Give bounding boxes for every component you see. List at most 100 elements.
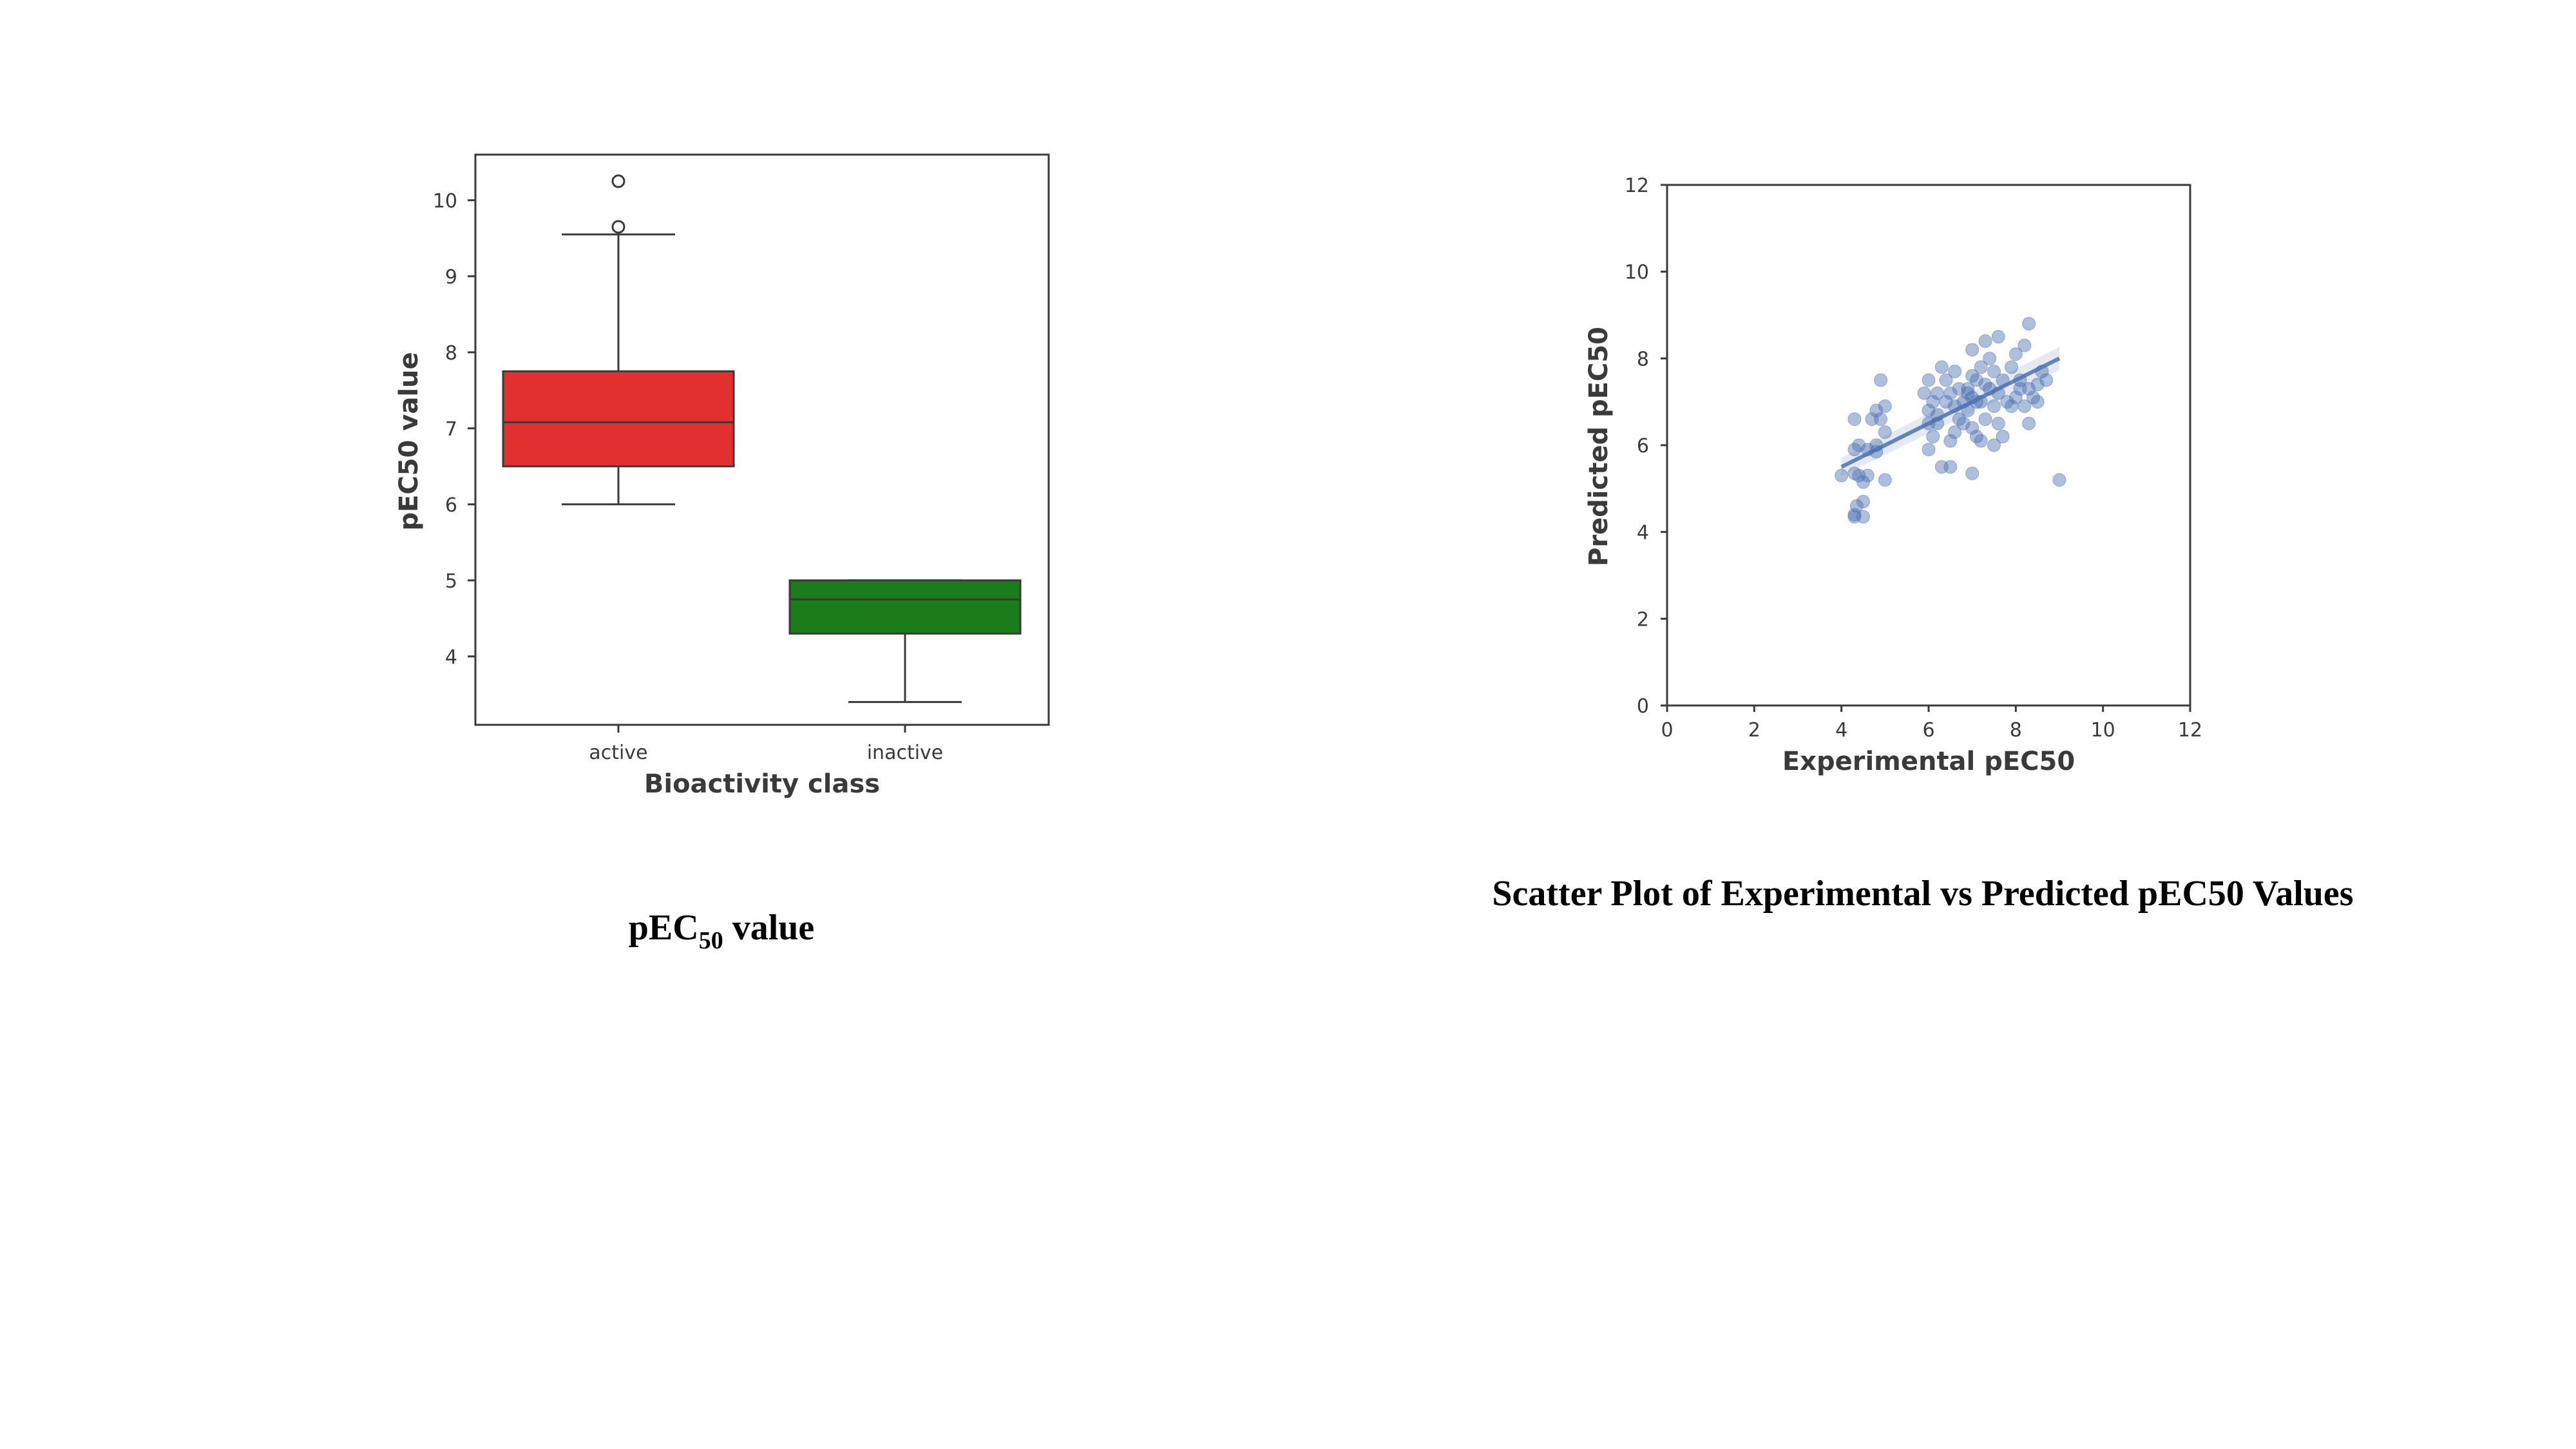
scatter-point <box>1878 399 1892 413</box>
scatter-point <box>1961 386 1975 400</box>
boxplot-y-tick-label: 10 <box>433 190 457 213</box>
scatter-x-tick-label: 10 <box>2091 719 2115 742</box>
scatter-point <box>1874 412 1888 427</box>
scatter-x-tick-label: 0 <box>1661 719 1673 742</box>
scatter-point <box>1965 343 1980 357</box>
scatter-point <box>1939 395 1953 409</box>
boxplot-y-tick-label: 4 <box>445 646 457 669</box>
boxplot-y-tick-label: 8 <box>445 342 457 365</box>
scatter-point <box>1869 403 1884 417</box>
scatter-point <box>1943 434 1958 448</box>
scatter-point <box>1878 473 1892 487</box>
scatter-y-tick-label: 10 <box>1625 262 1649 284</box>
scatter-point <box>1965 421 1980 435</box>
scatter-point <box>1983 351 1997 365</box>
boxplot-y-ticks: 4 5 6 7 8 9 10 <box>433 190 475 669</box>
boxplot-y-tick-label: 6 <box>445 494 457 517</box>
scatter-points <box>1835 316 2066 524</box>
boxplot-y-tick-label: 9 <box>445 266 457 289</box>
scatter-point <box>1874 373 1888 387</box>
scatter-point <box>1852 438 1866 452</box>
scatter-point <box>1974 434 1988 448</box>
scatter-point <box>1948 425 1962 439</box>
boxplot-y-tick-label: 5 <box>445 570 457 593</box>
scatter-point <box>1856 510 1870 524</box>
scatter-regression <box>1840 347 2061 476</box>
boxplot-outlier <box>611 174 625 188</box>
scatter-point <box>1849 499 1864 513</box>
scatter-point <box>1965 466 1980 481</box>
scatter-point <box>1847 466 1862 481</box>
scatter-point <box>2013 381 2027 396</box>
left-caption: pEC50 value <box>629 908 815 954</box>
scatter-y-tick-label: 6 <box>1637 435 1649 457</box>
scatter-point <box>1926 430 1940 444</box>
scatter-y-tick-label: 0 <box>1637 695 1649 718</box>
right-caption: Scatter Plot of Experimental vs Predicte… <box>1492 874 2353 914</box>
scatter-point <box>1922 443 1936 457</box>
scatter-point <box>2022 416 2036 430</box>
scatter-point <box>1860 468 1875 483</box>
scatter-point <box>1952 381 1966 396</box>
boxplot-chart: 4 5 6 7 8 9 10 active inactive Bioactivity cla… <box>394 153 1050 799</box>
scatter-point <box>1934 360 1949 374</box>
scatter-point <box>1978 334 1992 348</box>
scatter-point <box>1996 430 2010 444</box>
scatter-point <box>1987 438 2001 452</box>
scatter-point <box>2005 360 2019 374</box>
scatter-point <box>2005 399 2019 413</box>
scatter-point <box>1991 416 2005 430</box>
scatter-point <box>1974 360 1988 374</box>
left-caption-main: pEC <box>629 908 699 948</box>
boxplot-x-tick-active: active <box>589 742 647 764</box>
boxplot-x-tick-inactive: inactive <box>867 742 944 764</box>
scatter-point <box>1917 386 1931 400</box>
boxplot-plot-area <box>474 153 1050 726</box>
scatter-point <box>1991 330 2005 344</box>
scatter-point <box>2008 390 2023 405</box>
boxplot-boxes <box>502 174 1022 733</box>
scatter-point <box>1878 425 1892 439</box>
left-caption-subscript: 50 <box>699 927 723 954</box>
scatter-point <box>2039 373 2054 387</box>
boxplot-box-inactive <box>788 579 1022 635</box>
scatter-point <box>1847 508 1862 522</box>
scatter-point <box>1969 373 1983 387</box>
scatter-point <box>1856 495 1870 509</box>
scatter-point <box>1847 412 1862 427</box>
scatter-regression-line <box>1840 356 2061 469</box>
scatter-point <box>1978 412 1992 427</box>
boxplot-x-axis-label: Bioactivity class <box>644 769 880 799</box>
boxplot-outlier <box>611 220 625 234</box>
scatter-x-tick-label: 12 <box>2178 719 2202 742</box>
left-caption-rest: value <box>723 908 815 948</box>
scatter-y-tick-label: 2 <box>1637 608 1649 631</box>
scatter-point <box>1956 416 1970 430</box>
scatter-point <box>2018 338 2032 352</box>
scatter-point <box>2030 378 2045 392</box>
scatter-y-tick-label: 12 <box>1625 175 1649 197</box>
scatter-x-tick-label: 4 <box>1835 719 1847 742</box>
scatter-point <box>1943 386 1958 400</box>
scatter-point <box>1987 365 2001 379</box>
scatter-point <box>1948 365 1962 379</box>
scatter-x-tick-label: 6 <box>1922 719 1934 742</box>
scatter-point <box>1835 468 1849 483</box>
scatter-point <box>1987 399 2001 413</box>
scatter-ticks: 0 2 4 6 8 10 12 0 2 4 6 8 10 12 <box>1625 175 2202 742</box>
scatter-point <box>2022 316 2036 331</box>
boxplot-box-active <box>502 370 735 468</box>
scatter-point <box>1939 373 1953 387</box>
scatter-x-tick-label: 2 <box>1748 719 1760 742</box>
scatter-point <box>1922 373 1936 387</box>
scatter-y-tick-label: 4 <box>1637 522 1649 544</box>
scatter-point <box>1943 460 1958 474</box>
scatter-y-axis-label: Predicted pEC50 <box>1584 327 1614 566</box>
boxplot-y-tick-label: 7 <box>445 418 457 441</box>
scatter-point <box>1856 475 1870 489</box>
scatter-point <box>2008 347 2023 361</box>
scatter-point <box>2030 395 2045 409</box>
scatter-chart: 0 2 4 6 8 10 12 0 2 4 6 8 10 12 Experimental pEC50 Pr… <box>1584 175 2202 776</box>
scatter-x-tick-label: 8 <box>2010 719 2022 742</box>
